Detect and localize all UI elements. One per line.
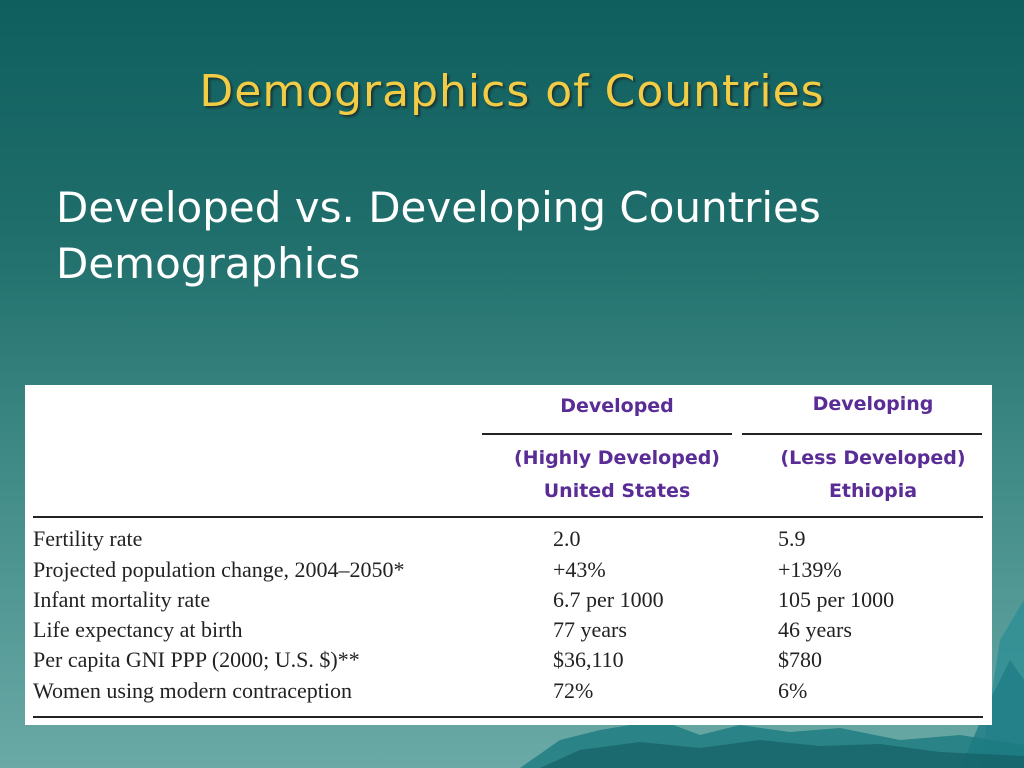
table-row: Per capita GNI PPP (2000; U.S. $)** $36,… [33, 647, 983, 677]
developed-value: 77 years [553, 617, 627, 642]
header-developed: Developed [560, 395, 674, 417]
developing-value: 6% [778, 678, 808, 703]
developed-value: 72% [553, 678, 594, 703]
subheader-developing-1: (Less Developed) [780, 447, 966, 469]
slide-title: Demographics of Countries [199, 66, 825, 117]
table-row: Projected population change, 2004–2050* … [33, 557, 983, 587]
row-label: Fertility rate [33, 526, 143, 551]
developing-value: +139% [778, 557, 842, 582]
header-developing: Developing [812, 393, 934, 415]
subheader-developed-2: United States [543, 480, 691, 502]
header-rule-developed [482, 433, 732, 435]
developing-value: $780 [778, 647, 822, 672]
table-row: Fertility rate 2.0 5.9 [33, 526, 983, 556]
subtitle-line-1: Developed vs. Developing Countries [56, 183, 821, 232]
demographics-table: Developed Developing (Highly Developed) … [25, 385, 992, 725]
table-bottom-rule [33, 716, 983, 718]
developing-value: 105 per 1000 [778, 587, 895, 612]
subheader-developing-2: Ethiopia [828, 480, 918, 502]
row-label: Life expectancy at birth [33, 617, 243, 642]
row-label: Women using modern contraception [33, 678, 352, 703]
table-row: Life expectancy at birth 77 years 46 yea… [33, 617, 983, 647]
subtitle-line-2: Demographics [56, 239, 361, 288]
subheader-developed-1: (Highly Developed) [513, 447, 720, 469]
developed-value: +43% [553, 557, 606, 582]
header-bottom-rule [33, 516, 983, 518]
developing-value: 46 years [778, 617, 852, 642]
table-row: Women using modern contraception 72% 6% [33, 678, 983, 708]
header-rule-developing [742, 433, 982, 435]
row-label: Projected population change, 2004–2050* [33, 557, 405, 582]
row-label: Per capita GNI PPP (2000; U.S. $)** [33, 647, 360, 672]
row-label: Infant mortality rate [33, 587, 211, 612]
developed-value: 2.0 [553, 526, 581, 551]
table-row: Infant mortality rate 6.7 per 1000 105 p… [33, 587, 983, 617]
developing-value: 5.9 [778, 526, 806, 551]
developed-value: $36,110 [553, 647, 624, 672]
developed-value: 6.7 per 1000 [553, 587, 664, 612]
slide-subtitle: Developed vs. Developing Countries Demog… [56, 180, 956, 292]
